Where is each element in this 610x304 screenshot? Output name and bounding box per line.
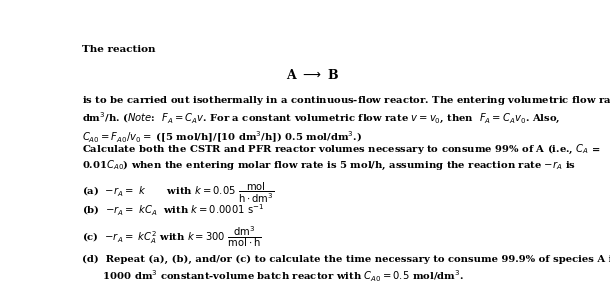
Text: (d)  Repeat (a), (b), and/or (c) to calculate the time necessary to consume 99.9: (d) Repeat (a), (b), and/or (c) to calcu… bbox=[82, 255, 610, 284]
Text: The reaction: The reaction bbox=[82, 45, 156, 54]
Text: Calculate both the CSTR and PFR reactor volumes necessary to consume 99% of A (i: Calculate both the CSTR and PFR reactor … bbox=[82, 143, 601, 172]
Text: A $\longrightarrow$ B: A $\longrightarrow$ B bbox=[286, 68, 339, 82]
Text: (a)  $-r_A = \ k \qquad$ with $k = 0.05 \ \dfrac{\mathrm{mol}}{\mathrm{h \cdot d: (a) $-r_A = \ k \qquad$ with $k = 0.05 \… bbox=[82, 181, 275, 206]
Text: is to be carried out isothermally in a continuous-flow reactor. The entering vol: is to be carried out isothermally in a c… bbox=[82, 94, 610, 145]
Text: (c)  $-r_A = \ kC_A^2$ with $k = 300 \ \dfrac{\mathrm{dm^3}}{\mathrm{mol \cdot h: (c) $-r_A = \ kC_A^2$ with $k = 300 \ \d… bbox=[82, 224, 262, 249]
Text: (b)  $-r_A = \ kC_A \ $ with $k = 0.0001 \ \mathrm{s^{-1}}$: (b) $-r_A = \ kC_A \ $ with $k = 0.0001 … bbox=[82, 203, 265, 218]
